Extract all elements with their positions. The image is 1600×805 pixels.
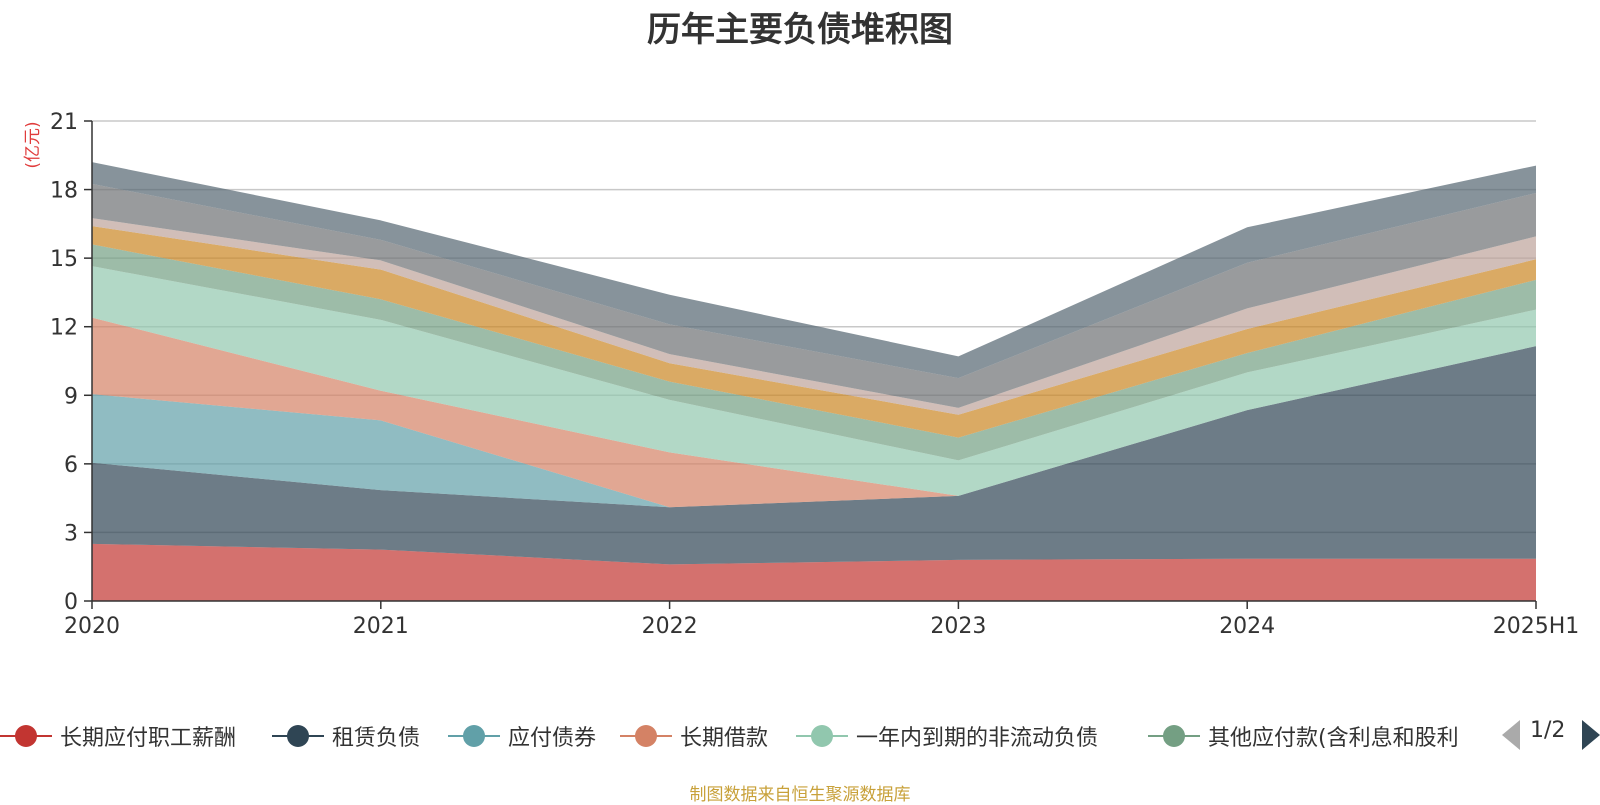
legend-label: 应付债券 (508, 726, 597, 751)
y-tick-label-2: 6 (64, 453, 78, 478)
area-series-8 (92, 183, 1536, 408)
area-series-7 (92, 218, 1536, 415)
legend-marker (448, 718, 500, 754)
area-series-9 (92, 162, 1536, 379)
legend-label: 长期应付职工薪酬 (60, 726, 237, 751)
area-series-3 (92, 317, 1536, 508)
area-series-5 (92, 244, 1536, 461)
chart-plot: 0 3 6 9 12 15 18 21 2020 2021 2022 2023 2024 2025H1 (… (23, 110, 1579, 639)
legend-item-5[interactable]: 其他应付款(含利息和股利 (1148, 718, 1459, 754)
stacked-areas (92, 162, 1536, 601)
area-series-0 (92, 543, 1536, 601)
area-series-4 (92, 266, 1536, 496)
chart-title: 历年主要负债堆积图 (647, 10, 953, 50)
x-tick-label-2: 2022 (642, 614, 698, 639)
legend: 长期应付职工薪酬 租赁负债 应付债券 长期借款 一年内到期的非流动负债 其他应付款(含利息… (0, 718, 1600, 754)
y-tick-label-1: 3 (64, 521, 78, 546)
legend-page-indicator: 1/2 (1530, 718, 1566, 743)
y-tick-label-0: 0 (64, 590, 78, 615)
x-tick-label-3: 2023 (930, 614, 986, 639)
y-tick-label-3: 9 (64, 384, 78, 409)
legend-marker (796, 718, 848, 754)
x-tick-label-5: 2025H1 (1493, 614, 1580, 639)
y-axis-unit-label: (亿元) (23, 121, 43, 168)
area-series-1 (92, 346, 1536, 565)
legend-item-4[interactable]: 一年内到期的非流动负债 (796, 718, 1098, 754)
x-tick-label-1: 2021 (353, 614, 409, 639)
legend-item-2[interactable]: 应付债券 (448, 718, 596, 754)
legend-next-page-button[interactable] (1582, 720, 1600, 750)
x-tick-label-0: 2020 (64, 614, 120, 639)
legend-label: 一年内到期的非流动负债 (856, 726, 1099, 751)
legend-label: 租赁负债 (332, 726, 421, 751)
legend-marker (0, 718, 52, 754)
legend-label: 长期借款 (680, 726, 769, 751)
y-tick-label-5: 15 (50, 247, 78, 272)
axes: 0 3 6 9 12 15 18 21 2020 2021 2022 2023 2024 2025H1 (50, 110, 1579, 639)
y-tick-label-6: 18 (50, 179, 78, 204)
y-tick-label-4: 12 (50, 316, 78, 341)
y-tick-label-7: 21 (50, 110, 78, 135)
area-series-2 (92, 346, 1536, 508)
x-tick-label-4: 2024 (1219, 614, 1275, 639)
legend-marker (1148, 718, 1200, 754)
legend-marker (272, 718, 324, 754)
legend-item-1[interactable]: 租赁负债 (272, 718, 420, 754)
area-series-6 (92, 226, 1536, 438)
source-note: 制图数据来自恒生聚源数据库 (689, 785, 911, 805)
legend-item-3[interactable]: 长期借款 (620, 718, 768, 754)
legend-label: 其他应付款(含利息和股利 (1208, 726, 1459, 751)
legend-item-0[interactable]: 长期应付职工薪酬 (0, 718, 236, 754)
legend-marker (620, 718, 672, 754)
legend-prev-page-button[interactable] (1502, 720, 1520, 750)
